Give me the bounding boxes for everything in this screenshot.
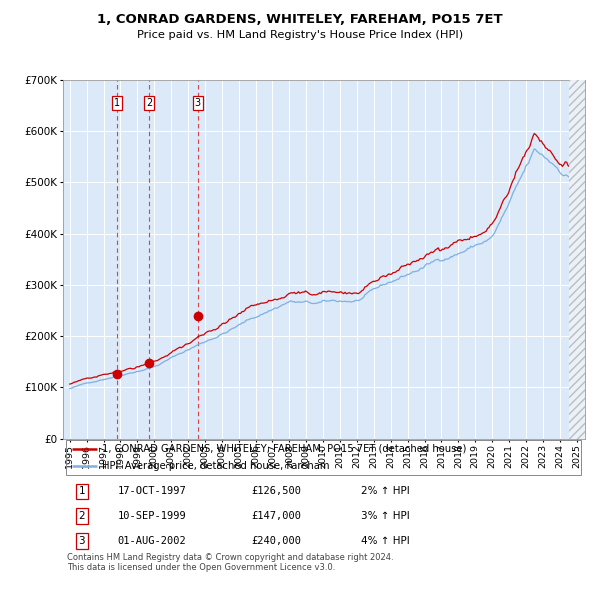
Text: Price paid vs. HM Land Registry's House Price Index (HPI): Price paid vs. HM Land Registry's House … (137, 30, 463, 40)
Bar (569, 80, 600, 439)
Text: HPI: Average price, detached house, Fareham: HPI: Average price, detached house, Fare… (102, 461, 329, 471)
Text: 3% ↑ HPI: 3% ↑ HPI (361, 512, 409, 522)
Text: 17-OCT-1997: 17-OCT-1997 (118, 486, 187, 496)
Text: 2% ↑ HPI: 2% ↑ HPI (361, 486, 409, 496)
Text: £240,000: £240,000 (251, 536, 301, 546)
Text: 2: 2 (146, 98, 152, 108)
Text: 01-AUG-2002: 01-AUG-2002 (118, 536, 187, 546)
Text: 10-SEP-1999: 10-SEP-1999 (118, 512, 187, 522)
Text: £147,000: £147,000 (251, 512, 301, 522)
Text: 3: 3 (79, 536, 85, 546)
Bar (569, 80, 600, 439)
Text: 3: 3 (195, 98, 201, 108)
Text: 4% ↑ HPI: 4% ↑ HPI (361, 536, 409, 546)
Text: 2: 2 (79, 512, 85, 522)
Text: Contains HM Land Registry data © Crown copyright and database right 2024.
This d: Contains HM Land Registry data © Crown c… (67, 553, 394, 572)
Text: 1: 1 (79, 486, 85, 496)
Text: 1, CONRAD GARDENS, WHITELEY, FAREHAM, PO15 7ET (detached house): 1, CONRAD GARDENS, WHITELEY, FAREHAM, PO… (102, 444, 467, 454)
Text: 1: 1 (114, 98, 120, 108)
Text: 1, CONRAD GARDENS, WHITELEY, FAREHAM, PO15 7ET: 1, CONRAD GARDENS, WHITELEY, FAREHAM, PO… (97, 13, 503, 26)
Text: £126,500: £126,500 (251, 486, 301, 496)
